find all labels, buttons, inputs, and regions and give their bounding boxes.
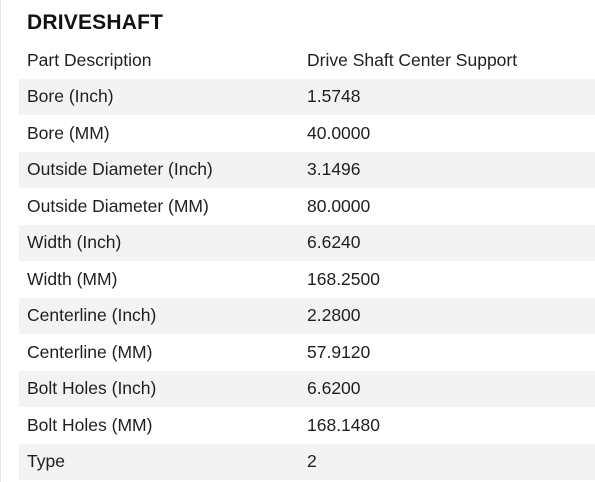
- spec-label: Part Description: [27, 49, 152, 70]
- spec-row-width-mm: Width (MM) 168.2500: [19, 261, 595, 298]
- spec-value: 40.0000: [307, 122, 371, 143]
- spec-value: 3.1496: [307, 159, 361, 180]
- spec-label: Outside Diameter (Inch): [27, 159, 213, 180]
- spec-row-bolt-holes-inch: Bolt Holes (Inch) 6.6200: [19, 370, 595, 407]
- spec-label: Bolt Holes (MM): [27, 414, 153, 435]
- spec-value: 1.5748: [307, 86, 361, 107]
- spec-value: 168.1480: [307, 414, 380, 435]
- spec-value: 6.6240: [307, 232, 361, 253]
- spec-value: 2.2800: [307, 305, 361, 326]
- spec-value: 80.0000: [307, 195, 371, 216]
- spec-label: Centerline (Inch): [27, 305, 157, 326]
- spec-row-bore-inch: Bore (Inch) 1.5748: [19, 78, 595, 115]
- spec-row-outside-diameter-mm: Outside Diameter (MM) 80.0000: [19, 188, 595, 225]
- spec-row-type: Type 2: [19, 443, 595, 480]
- spec-label: Bore (Inch): [27, 86, 114, 107]
- spec-label: Width (Inch): [27, 232, 122, 253]
- spec-row-bore-mm: Bore (MM) 40.0000: [19, 115, 595, 152]
- spec-value: 168.2500: [307, 268, 380, 289]
- spec-row-part-description: Part Description Drive Shaft Center Supp…: [19, 42, 595, 79]
- spec-label: Type: [27, 451, 65, 472]
- spec-row-centerline-mm: Centerline (MM) 57.9120: [19, 334, 595, 371]
- spec-label: Bolt Holes (Inch): [27, 378, 157, 399]
- spec-value: Drive Shaft Center Support: [307, 49, 518, 70]
- spec-value: 6.6200: [307, 378, 361, 399]
- spec-table: Part Description Drive Shaft Center Supp…: [19, 42, 595, 480]
- spec-value: 57.9120: [307, 341, 371, 362]
- spec-label: Bore (MM): [27, 122, 110, 143]
- spec-row-outside-diameter-inch: Outside Diameter (Inch) 3.1496: [19, 151, 595, 188]
- spec-label: Outside Diameter (MM): [27, 195, 209, 216]
- spec-row-centerline-inch: Centerline (Inch) 2.2800: [19, 297, 595, 334]
- spec-value: 2: [307, 451, 317, 472]
- spec-row-width-inch: Width (Inch) 6.6240: [19, 224, 595, 261]
- spec-label: Centerline (MM): [27, 341, 153, 362]
- spec-row-bolt-holes-mm: Bolt Holes (MM) 168.1480: [19, 407, 595, 444]
- spec-label: Width (MM): [27, 268, 118, 289]
- section-title: DRIVESHAFT: [27, 11, 164, 34]
